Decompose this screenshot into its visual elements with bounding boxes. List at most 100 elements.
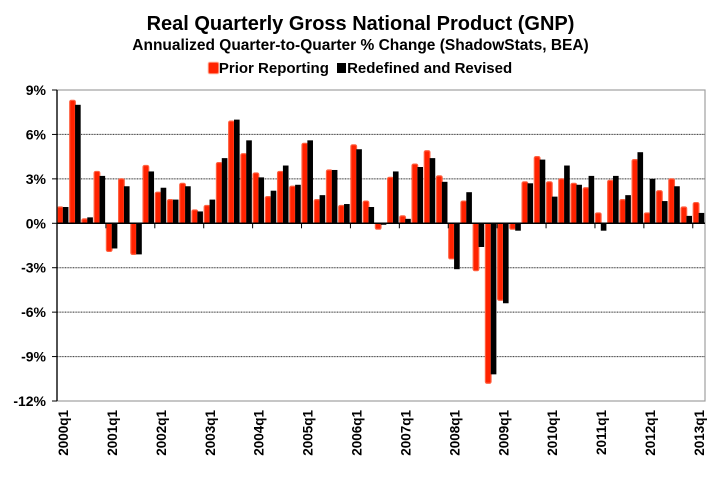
bar-redefined-revised	[136, 223, 142, 255]
bar-prior-reporting	[338, 204, 345, 224]
y-tick-label: -9%	[21, 349, 46, 365]
y-tick-label: 6%	[26, 126, 47, 142]
bar-prior-reporting	[643, 212, 651, 224]
bar-redefined-revised	[209, 199, 216, 224]
bar-redefined-revised	[356, 149, 362, 224]
legend-item-redefined-revised: Redefined and Revised	[337, 60, 512, 77]
bar-prior-reporting	[558, 178, 565, 224]
bar-redefined-revised	[75, 104, 81, 224]
bar-prior-reporting	[472, 222, 480, 272]
bar-redefined-revised	[454, 223, 460, 270]
gridlines	[56, 89, 706, 402]
bar-prior-reporting	[325, 169, 333, 224]
bar-redefined-revised	[429, 158, 436, 224]
bar-redefined-revised	[564, 165, 570, 224]
bar-prior-reporting	[56, 206, 64, 224]
x-tick-label: 2000q1	[56, 410, 71, 456]
bar-prior-reporting	[93, 170, 101, 224]
x-tick-label: 2003q1	[203, 410, 218, 456]
bar-redefined-revised	[441, 181, 448, 224]
bar-prior-reporting	[154, 191, 162, 224]
bar-prior-reporting	[289, 185, 297, 224]
bar-prior-reporting	[301, 142, 309, 224]
bar-redefined-revised	[234, 119, 240, 224]
bar-prior-reporting	[509, 222, 517, 230]
bar-prior-reporting	[179, 182, 186, 224]
bar-prior-reporting	[215, 161, 223, 224]
bar-redefined-revised	[576, 184, 582, 224]
bar-prior-reporting	[313, 198, 321, 224]
bar-prior-reporting	[228, 120, 235, 224]
bar-prior-reporting	[594, 212, 602, 224]
bar-prior-reporting	[570, 182, 578, 224]
bar-redefined-revised	[649, 178, 656, 224]
bar-prior-reporting	[619, 198, 627, 224]
x-tick-label: 2013q1	[692, 410, 707, 456]
x-tick-label: 2011q1	[594, 410, 609, 456]
bar-redefined-revised	[111, 223, 118, 249]
legend-item-prior-reporting: Prior Reporting	[208, 60, 329, 77]
legend-label-prior-reporting: Prior Reporting	[218, 60, 329, 77]
y-tick-label: 0%	[26, 215, 47, 231]
y-tick-label: -6%	[21, 304, 46, 320]
bar-redefined-revised	[344, 204, 350, 224]
bar-prior-reporting	[607, 179, 614, 224]
bar-redefined-revised	[246, 140, 252, 224]
bar-redefined-revised	[307, 140, 313, 224]
x-tick-label: 2010q1	[545, 410, 560, 456]
x-tick-label: 2005q1	[301, 410, 316, 456]
bar-redefined-revised	[319, 195, 326, 224]
bar-redefined-revised	[405, 218, 411, 224]
legend-swatch-prior-reporting	[208, 63, 218, 73]
bar-redefined-revised	[466, 192, 472, 224]
bar-prior-reporting	[448, 222, 455, 260]
bar-redefined-revised	[686, 215, 692, 224]
bar-redefined-revised	[331, 169, 338, 224]
bar-redefined-revised	[295, 184, 301, 224]
legend-label-redefined-revised: Redefined and Revised	[347, 60, 513, 77]
bar-prior-reporting	[680, 206, 688, 224]
y-tick-label: 9%	[26, 82, 47, 98]
y-tick-label: -3%	[21, 260, 46, 276]
bar-prior-reporting	[435, 175, 443, 224]
bar-redefined-revised	[62, 207, 69, 224]
bar-prior-reporting	[69, 99, 76, 224]
chart-title: Real Quarterly Gross National Product (G…	[146, 13, 575, 35]
legend-swatch-redefined-revised	[337, 63, 347, 73]
y-tick-labels: 9% 6% 3% 0% -3% -6% -9% -12%	[13, 82, 46, 409]
bar-prior-reporting	[411, 163, 419, 224]
bar-prior-reporting	[362, 200, 370, 224]
bar-prior-reporting	[399, 215, 407, 224]
bar-prior-reporting	[374, 222, 382, 230]
bar-redefined-revised	[551, 196, 558, 224]
bar-redefined-revised	[87, 217, 93, 224]
bar-redefined-revised	[478, 223, 485, 247]
y-tick-label: 3%	[26, 171, 47, 187]
bar-redefined-revised	[392, 171, 399, 224]
legend: Prior Reporting Redefined and Revised	[0, 60, 721, 77]
bar-redefined-revised	[600, 223, 607, 231]
bar-prior-reporting	[166, 198, 174, 224]
x-tick-label: 2012q1	[643, 410, 658, 456]
bar-redefined-revised	[527, 183, 534, 224]
bar-prior-reporting	[692, 201, 700, 224]
bar-prior-reporting	[655, 190, 663, 224]
bar-redefined-revised	[197, 211, 203, 224]
bar-redefined-revised	[417, 167, 424, 224]
bar-redefined-revised	[148, 171, 155, 224]
bar-redefined-revised	[258, 177, 265, 224]
bar-prior-reporting	[423, 150, 431, 224]
bar-redefined-revised	[270, 190, 277, 224]
bar-prior-reporting	[521, 181, 529, 224]
bar-prior-reporting	[497, 222, 504, 301]
bar-redefined-revised	[490, 223, 497, 375]
bar-redefined-revised	[588, 175, 595, 224]
bar-redefined-revised	[539, 159, 546, 224]
bar-redefined-revised	[625, 195, 631, 224]
x-tick-label: 2001q1	[105, 410, 120, 456]
bar-redefined-revised	[368, 207, 375, 224]
bar-redefined-revised	[637, 152, 644, 224]
bar-redefined-revised	[661, 201, 668, 224]
chart-subtitle: Annualized Quarter-to-Quarter % Change (…	[132, 37, 589, 54]
